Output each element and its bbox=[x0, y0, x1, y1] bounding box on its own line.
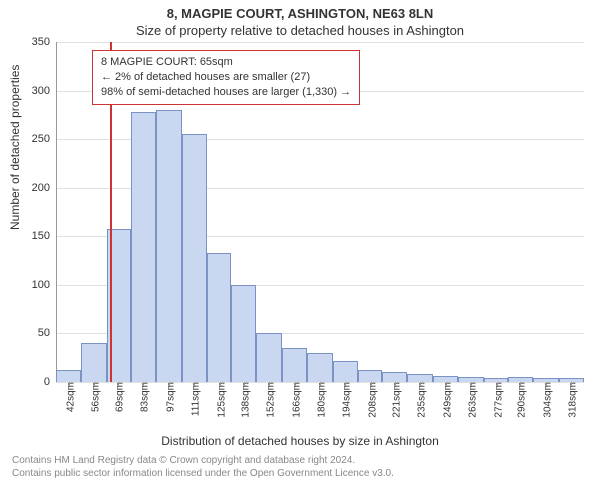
x-axis-label: Distribution of detached houses by size … bbox=[0, 434, 600, 448]
x-tick-mark bbox=[320, 382, 321, 386]
x-tick-mark bbox=[220, 382, 221, 386]
page-title: 8, MAGPIE COURT, ASHINGTON, NE63 8LN bbox=[0, 0, 600, 21]
x-tick-mark bbox=[371, 382, 372, 386]
x-tick-mark bbox=[244, 382, 245, 386]
gridline bbox=[56, 42, 584, 43]
histogram-bar bbox=[131, 112, 156, 382]
histogram-bar bbox=[207, 253, 231, 382]
y-axis-label: Number of detached properties bbox=[8, 65, 22, 230]
x-tick-mark bbox=[571, 382, 572, 386]
histogram-bar bbox=[231, 285, 256, 382]
y-tick-label: 0 bbox=[44, 376, 56, 388]
x-tick-label: 221sqm bbox=[387, 382, 402, 418]
x-tick-label: 138sqm bbox=[236, 382, 251, 418]
x-tick-label: 180sqm bbox=[313, 382, 328, 418]
footer-line-2: Contains public sector information licen… bbox=[12, 467, 588, 480]
x-tick-label: 277sqm bbox=[489, 382, 504, 418]
y-tick-label: 300 bbox=[32, 85, 56, 97]
x-tick-label: 83sqm bbox=[136, 382, 151, 412]
x-tick-label: 69sqm bbox=[110, 382, 125, 412]
histogram-bar bbox=[358, 370, 382, 382]
x-tick-mark bbox=[546, 382, 547, 386]
x-tick-mark bbox=[497, 382, 498, 386]
x-tick-label: 125sqm bbox=[212, 382, 227, 418]
histogram-bar bbox=[407, 374, 432, 382]
info-line-3: 98% of semi-detached houses are larger (… bbox=[101, 85, 351, 100]
y-tick-label: 200 bbox=[32, 182, 56, 194]
footer-line-1: Contains HM Land Registry data © Crown c… bbox=[12, 454, 588, 467]
histogram-bar bbox=[182, 134, 207, 382]
x-tick-mark bbox=[118, 382, 119, 386]
histogram-bar bbox=[307, 353, 332, 382]
y-tick-label: 250 bbox=[32, 133, 56, 145]
x-tick-mark bbox=[471, 382, 472, 386]
chart-container: 05010015020025030035042sqm56sqm69sqm83sq… bbox=[56, 42, 584, 432]
x-tick-label: 56sqm bbox=[87, 382, 102, 412]
x-tick-label: 304sqm bbox=[538, 382, 553, 418]
histogram-bar bbox=[256, 333, 281, 382]
x-tick-label: 263sqm bbox=[464, 382, 479, 418]
histogram-bar bbox=[56, 370, 81, 382]
histogram-bar bbox=[81, 343, 106, 382]
x-tick-mark bbox=[69, 382, 70, 386]
x-tick-label: 111sqm bbox=[187, 382, 202, 416]
x-tick-mark bbox=[395, 382, 396, 386]
x-tick-mark bbox=[420, 382, 421, 386]
x-tick-mark bbox=[143, 382, 144, 386]
x-tick-label: 194sqm bbox=[338, 382, 353, 418]
x-tick-label: 249sqm bbox=[438, 382, 453, 418]
info-callout-box: 8 MAGPIE COURT: 65sqm ← 2% of detached h… bbox=[92, 50, 360, 105]
x-tick-label: 166sqm bbox=[287, 382, 302, 418]
y-tick-label: 50 bbox=[38, 327, 56, 339]
x-tick-label: 318sqm bbox=[564, 382, 579, 418]
x-tick-label: 290sqm bbox=[513, 382, 528, 418]
y-axis-line bbox=[56, 42, 57, 382]
x-tick-label: 208sqm bbox=[363, 382, 378, 418]
info-line-1: 8 MAGPIE COURT: 65sqm bbox=[101, 55, 351, 70]
histogram-bar bbox=[382, 372, 407, 382]
x-tick-label: 235sqm bbox=[413, 382, 428, 418]
x-tick-label: 97sqm bbox=[161, 382, 176, 412]
x-tick-mark bbox=[169, 382, 170, 386]
x-tick-mark bbox=[269, 382, 270, 386]
x-tick-mark bbox=[94, 382, 95, 386]
x-tick-mark bbox=[295, 382, 296, 386]
x-tick-label: 152sqm bbox=[262, 382, 277, 418]
x-tick-mark bbox=[194, 382, 195, 386]
y-tick-label: 150 bbox=[32, 230, 56, 242]
y-tick-label: 100 bbox=[32, 279, 56, 291]
histogram-bar bbox=[282, 348, 307, 382]
footer-attribution: Contains HM Land Registry data © Crown c… bbox=[0, 448, 600, 480]
histogram-bar bbox=[333, 361, 358, 382]
info-line-2: ← 2% of detached houses are smaller (27) bbox=[101, 70, 351, 85]
x-tick-mark bbox=[345, 382, 346, 386]
x-tick-label: 42sqm bbox=[61, 382, 76, 412]
y-tick-label: 350 bbox=[32, 36, 56, 48]
histogram-bar bbox=[156, 110, 181, 382]
x-tick-mark bbox=[520, 382, 521, 386]
x-tick-mark bbox=[446, 382, 447, 386]
page-subtitle: Size of property relative to detached ho… bbox=[0, 21, 600, 42]
